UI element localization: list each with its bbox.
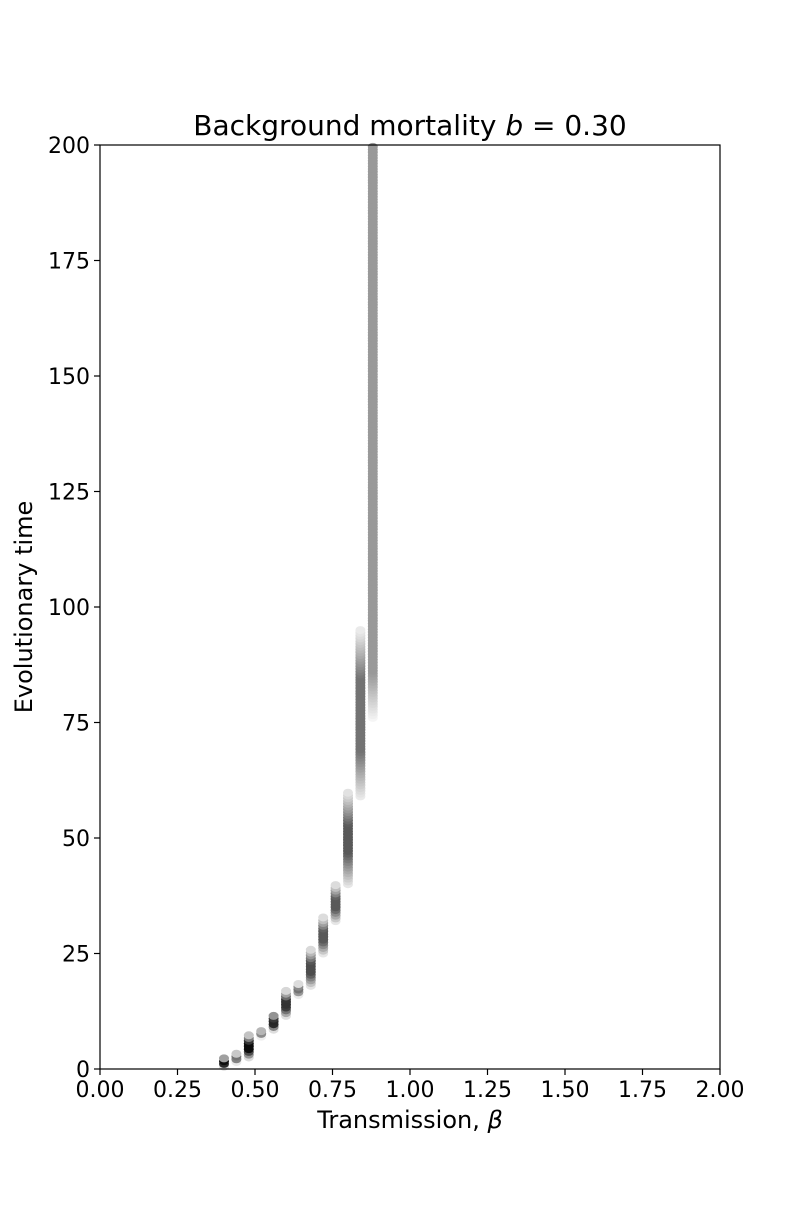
trait-bin-0.88 xyxy=(367,142,378,722)
trait-point xyxy=(293,979,304,988)
y-tick-label: 175 xyxy=(48,250,90,275)
x-tick-label: 2.00 xyxy=(696,1078,745,1103)
x-axis: 0.00 0.25 0.50 0.75 1.00 1.25 1.50 1.75 2.00 xyxy=(76,1069,745,1103)
x-tick-label: 1.25 xyxy=(463,1078,512,1103)
y-tick-label: 25 xyxy=(62,943,90,968)
y-tick-label: 125 xyxy=(48,481,90,506)
trait-bin-0.44 xyxy=(231,1049,242,1067)
y-tick-label: 50 xyxy=(62,827,90,852)
plot-area-marks xyxy=(219,142,378,1071)
x-tick-label: 0.25 xyxy=(153,1078,202,1103)
x-tick-label: 1.50 xyxy=(541,1078,590,1103)
trait-bin-0.72 xyxy=(318,913,329,958)
x-axis-label: Transmission, β xyxy=(316,1106,503,1134)
chart-title: Background mortality b = 0.30 xyxy=(193,109,626,142)
trait-point xyxy=(281,986,291,995)
x-tick-label: 0.50 xyxy=(231,1078,280,1103)
trait-point xyxy=(219,1054,229,1063)
y-axis-label: Evolutionary time xyxy=(10,501,38,714)
trait-point xyxy=(343,788,353,797)
y-tick-label: 75 xyxy=(62,712,90,737)
trait-bin-0.48 xyxy=(243,1031,254,1062)
trait-point xyxy=(330,881,341,890)
y-tick-label: 200 xyxy=(48,134,90,159)
trait-point xyxy=(231,1049,242,1058)
x-tick-label: 1.75 xyxy=(618,1078,667,1103)
trait-point xyxy=(367,142,378,151)
x-tick-label: 1.00 xyxy=(386,1078,435,1103)
y-axis: 0 25 50 75 100 125 150 175 200 xyxy=(48,134,100,1083)
y-tick-label: 100 xyxy=(48,596,90,621)
trait-bin-0.76 xyxy=(330,881,341,926)
trait-point xyxy=(355,626,366,635)
y-tick-label: 0 xyxy=(76,1058,90,1083)
trait-point xyxy=(256,1027,267,1036)
trait-bin-0.84 xyxy=(355,626,366,801)
trait-point xyxy=(305,945,316,954)
trait-point xyxy=(243,1031,254,1040)
trait-bin-0.60 xyxy=(281,986,291,1020)
trait-point xyxy=(318,913,329,922)
y-tick-label: 150 xyxy=(48,365,90,390)
trait-bin-0.68 xyxy=(305,945,316,990)
x-tick-label: 0.00 xyxy=(76,1078,125,1103)
x-tick-label: 0.75 xyxy=(308,1078,357,1103)
trait-point xyxy=(268,1011,279,1020)
trait-bin-0.40 xyxy=(219,1054,229,1071)
trait-bin-0.80 xyxy=(343,788,353,889)
trait-bin-0.56 xyxy=(268,1011,279,1034)
trait-bin-0.52 xyxy=(256,1027,267,1041)
trait-bin-0.64 xyxy=(293,979,304,1000)
